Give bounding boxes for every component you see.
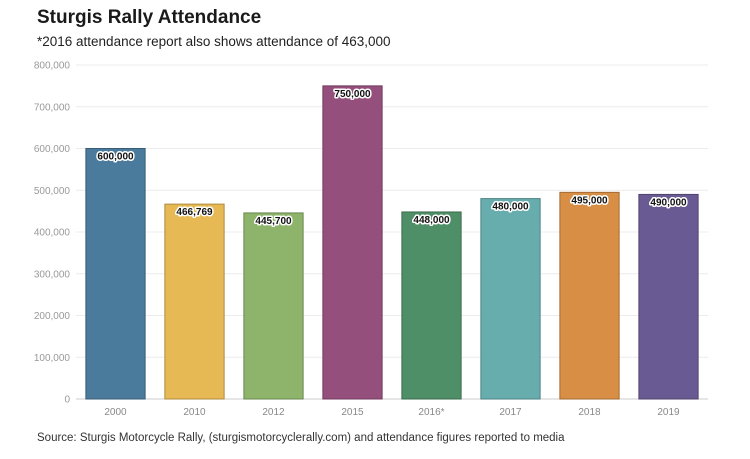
y-tick-label: 200,000 <box>34 311 71 322</box>
x-tick-label: 2000 <box>104 407 127 418</box>
x-tick-label: 2018 <box>578 407 601 418</box>
y-tick-label: 600,000 <box>34 144 71 155</box>
labels: 0 100,000 200,000 300,000 400,000 500,000 600,… <box>34 61 689 419</box>
y-tick-label: 800,000 <box>34 61 71 72</box>
x-tick-label: 2010 <box>183 407 206 418</box>
data-label: 600,000 <box>97 152 134 163</box>
data-label: 466,769 <box>176 207 213 218</box>
y-tick-label: 0 <box>64 395 70 406</box>
x-tick-label: 2016* <box>418 407 444 418</box>
data-label: 480,000 <box>492 202 529 213</box>
bar <box>559 191 620 400</box>
y-tick-label: 400,000 <box>34 228 71 239</box>
y-tick-label: 500,000 <box>34 186 71 197</box>
y-tick-label: 100,000 <box>34 353 71 364</box>
bar <box>638 193 699 400</box>
bar <box>164 203 225 400</box>
data-label: 448,000 <box>413 215 450 226</box>
data-label: 495,000 <box>571 195 608 206</box>
y-tick-label: 300,000 <box>34 269 71 280</box>
chart-source-note: Source: Sturgis Motorcycle Rally, (sturg… <box>37 432 565 444</box>
bar <box>480 198 541 400</box>
data-label: 750,000 <box>334 89 371 100</box>
data-label: 490,000 <box>650 197 687 208</box>
bar <box>401 211 462 400</box>
x-tick-label: 2012 <box>262 407 285 418</box>
bar <box>322 85 383 400</box>
bar <box>85 148 146 400</box>
data-label: 445,700 <box>255 216 292 227</box>
x-tick-label: 2017 <box>499 407 522 418</box>
chart-subtitle: *2016 attendance report also shows atten… <box>37 34 391 49</box>
x-tick-label: 2019 <box>657 407 680 418</box>
bars <box>85 85 699 400</box>
chart-title: Sturgis Rally Attendance <box>37 7 262 28</box>
y-tick-label: 700,000 <box>34 102 71 113</box>
bar <box>243 212 304 400</box>
x-tick-label: 2015 <box>341 407 364 418</box>
